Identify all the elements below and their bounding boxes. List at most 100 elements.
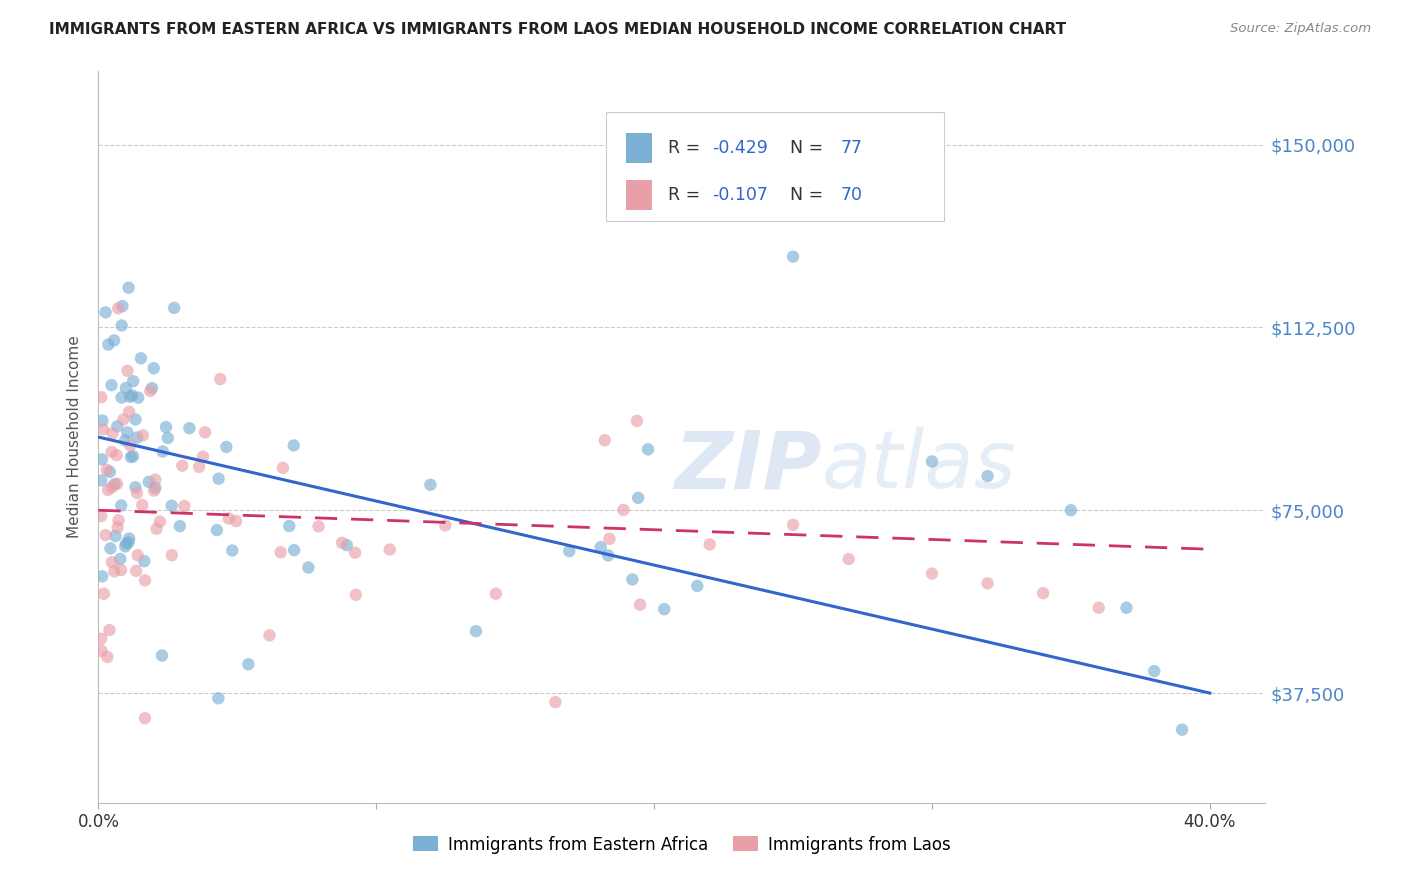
Point (378, 542, 401, 557)
Point (103, 477, 125, 491)
Point (297, 560, 319, 574)
Point (100, 541, 122, 556)
Text: Source: ZipAtlas.com: Source: ZipAtlas.com (1230, 22, 1371, 36)
Point (125, 564, 148, 578)
Point (207, 472, 229, 486)
Point (1060, 503, 1083, 517)
Point (434, 518, 457, 533)
Point (112, 412, 135, 426)
Point (118, 405, 141, 419)
Point (205, 523, 228, 537)
Point (160, 548, 183, 562)
Point (117, 425, 139, 440)
Point (336, 538, 359, 552)
Point (124, 412, 146, 426)
Legend: Immigrants from Eastern Africa, Immigrants from Laos: Immigrants from Eastern Africa, Immigran… (406, 829, 957, 860)
Point (111, 318, 134, 333)
Point (271, 460, 294, 475)
Point (686, 579, 709, 593)
Point (120, 438, 142, 452)
Point (191, 450, 214, 464)
Point (134, 574, 156, 588)
Point (127, 391, 149, 405)
Point (124, 480, 146, 494)
Point (120, 450, 142, 464)
Point (127, 431, 149, 445)
Point (238, 657, 260, 672)
Point (221, 543, 243, 558)
Point (101, 480, 124, 494)
Point (96, 649, 118, 664)
Point (344, 546, 367, 560)
Point (149, 515, 172, 529)
Point (155, 420, 177, 434)
Point (218, 511, 240, 525)
Point (117, 535, 139, 549)
Point (122, 450, 145, 464)
Point (259, 628, 281, 642)
Text: N =: N = (779, 186, 828, 204)
Point (976, 576, 998, 591)
Point (344, 588, 367, 602)
Point (90, 452, 112, 467)
Text: 70: 70 (841, 186, 863, 204)
Point (134, 554, 156, 568)
Point (172, 458, 194, 473)
Point (105, 448, 128, 462)
Text: R =: R = (668, 139, 706, 157)
Point (278, 519, 301, 533)
Point (179, 421, 201, 435)
Point (90, 632, 112, 646)
Point (101, 426, 124, 441)
Point (98, 465, 121, 479)
Point (114, 434, 136, 448)
Point (90, 390, 112, 404)
Point (107, 301, 129, 316)
Point (108, 552, 131, 566)
Point (125, 486, 148, 500)
Point (121, 388, 143, 402)
Point (558, 544, 581, 558)
Point (465, 624, 488, 639)
Point (283, 543, 305, 558)
Point (129, 351, 152, 366)
Point (97, 483, 120, 497)
Point (110, 391, 132, 405)
Point (145, 522, 167, 536)
Y-axis label: Median Household Income: Median Household Income (67, 335, 83, 539)
Point (209, 372, 232, 386)
FancyBboxPatch shape (606, 112, 945, 221)
Point (114, 540, 136, 554)
Point (90, 474, 112, 488)
Point (652, 602, 675, 616)
Point (627, 491, 650, 505)
Point (1087, 600, 1109, 615)
Point (131, 498, 153, 512)
Point (1171, 723, 1194, 737)
Point (117, 281, 139, 295)
Point (91, 569, 114, 583)
Point (207, 691, 229, 706)
Point (598, 532, 620, 546)
Point (127, 548, 149, 562)
Point (91, 422, 114, 436)
Point (115, 536, 138, 550)
Point (103, 334, 125, 348)
Point (97, 337, 120, 351)
Point (621, 573, 644, 587)
Point (107, 513, 129, 527)
Point (100, 444, 122, 458)
Text: -0.429: -0.429 (713, 139, 768, 157)
Bar (626, 134, 651, 162)
Point (110, 563, 132, 577)
Point (141, 381, 163, 395)
Point (132, 428, 155, 442)
Point (143, 473, 166, 487)
Point (225, 514, 247, 528)
Point (138, 475, 160, 489)
Point (637, 442, 659, 457)
Point (94, 528, 117, 542)
Point (94, 305, 117, 319)
Text: atlas: atlas (823, 427, 1017, 506)
Point (628, 598, 651, 612)
